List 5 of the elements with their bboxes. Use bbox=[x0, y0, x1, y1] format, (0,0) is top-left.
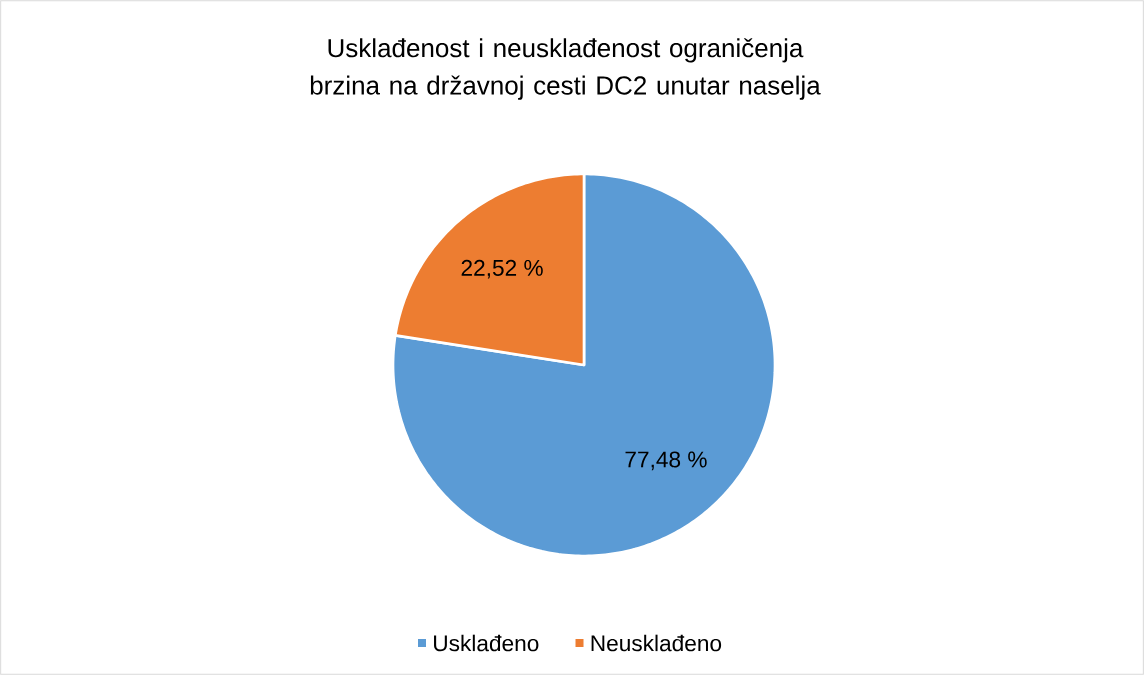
legend-label: Neusklađeno bbox=[591, 634, 722, 652]
chart-title: Usklađenost i neusklađenost ograničenja brzina na državnoj cesti DC2 unutar naselja bbox=[310, 38, 821, 100]
data-label: 77,48 % bbox=[625, 451, 707, 471]
data-label: 22,52 % bbox=[461, 259, 543, 279]
legend-label: Usklađeno bbox=[434, 634, 539, 652]
